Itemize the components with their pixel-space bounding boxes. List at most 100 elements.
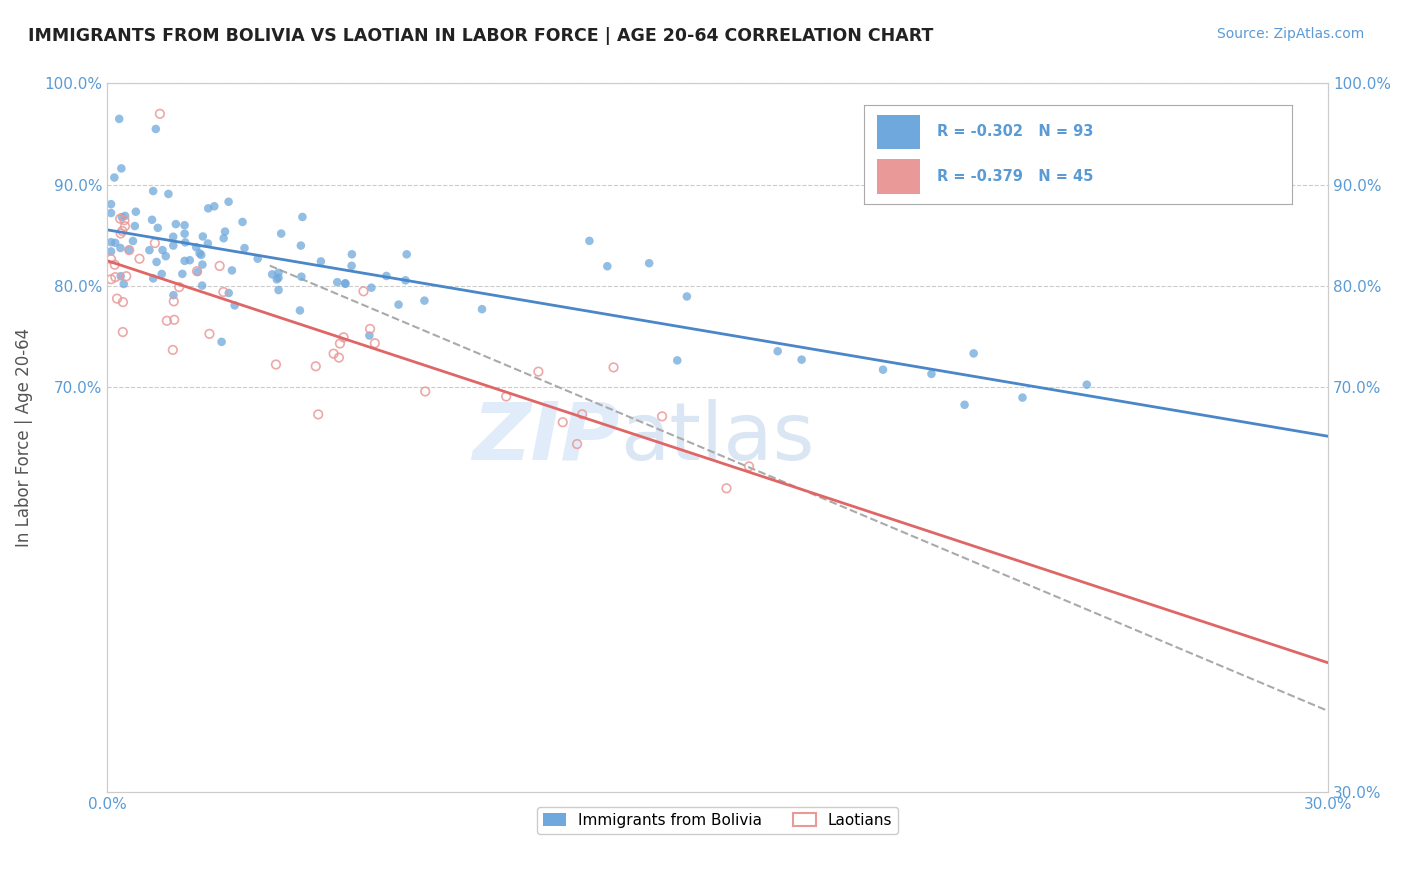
Point <box>108 112 131 126</box>
Point <box>190 248 212 262</box>
Point <box>118 243 141 257</box>
Point <box>267 270 290 285</box>
Point <box>962 346 984 360</box>
Point <box>218 194 240 209</box>
Point <box>163 294 186 309</box>
Point <box>143 236 166 251</box>
Point <box>920 367 942 381</box>
Point <box>103 170 125 185</box>
Point <box>111 210 134 224</box>
Point <box>211 334 233 349</box>
Text: Source: ZipAtlas.com: Source: ZipAtlas.com <box>1216 27 1364 41</box>
Point <box>138 243 160 257</box>
Point <box>100 197 122 211</box>
Point <box>596 259 619 273</box>
Point <box>326 275 349 289</box>
Point <box>191 258 214 272</box>
Point <box>565 437 588 451</box>
Point <box>666 353 689 368</box>
Text: IMMIGRANTS FROM BOLIVIA VS LAOTIAN IN LABOR FORCE | AGE 20-64 CORRELATION CHART: IMMIGRANTS FROM BOLIVIA VS LAOTIAN IN LA… <box>28 27 934 45</box>
Point <box>290 269 312 284</box>
Point <box>179 253 201 268</box>
Point <box>527 365 550 379</box>
Point <box>100 244 122 259</box>
Point <box>335 277 357 291</box>
Point <box>100 235 122 249</box>
Point <box>221 263 243 277</box>
Point <box>387 297 409 311</box>
Point <box>270 227 292 241</box>
Point <box>174 235 197 250</box>
Point <box>198 326 221 341</box>
Point <box>100 272 122 286</box>
Point <box>162 288 184 302</box>
Point <box>186 264 208 278</box>
Point <box>872 362 894 376</box>
Point <box>122 234 145 248</box>
Point <box>202 199 225 213</box>
Point <box>578 234 600 248</box>
Point <box>246 252 269 266</box>
Point <box>191 229 214 244</box>
Point <box>551 415 574 429</box>
Point <box>233 241 256 255</box>
Point <box>162 238 184 252</box>
Point <box>766 344 789 359</box>
Point <box>146 220 169 235</box>
Point <box>173 227 195 241</box>
Point <box>291 210 314 224</box>
Point <box>108 211 131 226</box>
Point <box>105 292 128 306</box>
Point <box>471 302 494 317</box>
Point <box>188 246 211 260</box>
Point <box>142 271 165 285</box>
Point <box>145 122 167 136</box>
Point <box>118 243 141 257</box>
Point <box>162 343 184 357</box>
Point <box>335 277 357 291</box>
Point <box>124 219 146 233</box>
Point <box>110 241 132 255</box>
Point <box>197 236 219 251</box>
Point <box>208 259 231 273</box>
Point <box>212 285 235 299</box>
Point <box>262 268 284 282</box>
Point <box>266 272 288 286</box>
Point <box>305 359 328 374</box>
Point <box>114 219 136 234</box>
Point <box>353 285 375 299</box>
Point <box>214 225 236 239</box>
Point <box>1011 391 1033 405</box>
Point <box>111 295 134 310</box>
Point <box>738 459 761 474</box>
Point <box>264 358 287 372</box>
Point <box>155 249 177 263</box>
Point <box>571 407 593 421</box>
Point <box>165 217 187 231</box>
Point <box>212 231 235 245</box>
Point <box>307 408 329 422</box>
Point <box>191 278 214 293</box>
Point <box>104 270 127 285</box>
Point <box>114 213 136 227</box>
Point <box>104 258 127 272</box>
Point <box>359 322 381 336</box>
Point <box>128 252 150 266</box>
Point <box>309 254 332 268</box>
Point <box>413 384 436 399</box>
Point <box>290 238 312 252</box>
Point <box>676 289 699 303</box>
Point <box>125 204 148 219</box>
Point <box>100 206 122 220</box>
Point <box>111 224 134 238</box>
Point <box>141 212 163 227</box>
Point <box>651 409 673 424</box>
Point <box>173 219 195 233</box>
Point <box>112 277 135 291</box>
Y-axis label: In Labor Force | Age 20-64: In Labor Force | Age 20-64 <box>15 328 32 548</box>
Point <box>288 303 311 318</box>
Point <box>332 330 354 344</box>
Point <box>163 312 186 326</box>
Point <box>495 389 517 403</box>
Point <box>364 336 387 351</box>
